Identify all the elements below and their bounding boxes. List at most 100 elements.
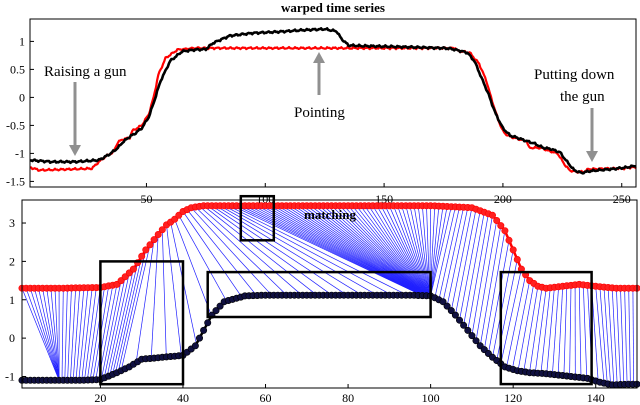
matching-link bbox=[50, 288, 60, 381]
matching-link bbox=[109, 269, 134, 376]
matching-link bbox=[25, 288, 60, 381]
x-tick-label: 50 bbox=[140, 192, 152, 206]
data-point-black bbox=[212, 307, 220, 315]
matching-link bbox=[103, 276, 126, 379]
data-point-black bbox=[464, 326, 472, 334]
matching-link bbox=[178, 215, 227, 302]
matching-link bbox=[314, 205, 426, 296]
data-point-black bbox=[204, 319, 212, 327]
matching-link bbox=[75, 287, 85, 381]
x-tick-label: 140 bbox=[587, 391, 605, 405]
matching-link bbox=[112, 262, 138, 375]
matching-link bbox=[430, 206, 448, 296]
y-tick-label: 0 bbox=[19, 90, 25, 104]
matching-link bbox=[455, 209, 477, 316]
x-tick-label: 120 bbox=[504, 391, 522, 405]
matching-link bbox=[368, 205, 428, 296]
data-point-red bbox=[488, 211, 496, 219]
matching-link bbox=[277, 205, 425, 296]
matching-link bbox=[286, 205, 425, 296]
matching-link bbox=[506, 274, 526, 368]
matching-link bbox=[405, 205, 430, 296]
matching-link bbox=[492, 249, 514, 358]
matching-link bbox=[64, 288, 68, 381]
matching-link bbox=[67, 287, 72, 381]
matching-link bbox=[117, 249, 147, 373]
matching-link bbox=[46, 288, 60, 381]
matching-link bbox=[434, 206, 456, 298]
data-point-black bbox=[447, 307, 455, 315]
matching-link bbox=[446, 207, 469, 307]
matching-link bbox=[397, 205, 429, 296]
matching-link bbox=[174, 219, 212, 317]
matching-link bbox=[115, 256, 143, 374]
matching-link bbox=[347, 205, 427, 297]
axis-ticks: 50 100 150 200 250-1.5-1-0.500.51 bbox=[6, 34, 631, 206]
data-point-black bbox=[468, 332, 476, 340]
data-point-black bbox=[191, 342, 199, 350]
matching-link bbox=[182, 211, 242, 297]
y-tick-label: 1 bbox=[9, 293, 15, 307]
matching-link bbox=[364, 205, 428, 297]
x-tick-label: 20 bbox=[94, 391, 106, 405]
matching-link bbox=[384, 205, 429, 296]
matching-link bbox=[89, 286, 105, 380]
arrow-raising-a-gun-head bbox=[69, 145, 81, 156]
matching-link bbox=[607, 287, 615, 385]
matching-link bbox=[21, 288, 60, 381]
matching-link bbox=[228, 205, 408, 296]
series-red bbox=[18, 202, 640, 292]
matching-link bbox=[224, 205, 393, 296]
matching-link bbox=[106, 272, 130, 377]
matching-link bbox=[523, 286, 539, 372]
y-tick-label: 0.5 bbox=[10, 62, 25, 76]
matching-link bbox=[54, 288, 60, 381]
data-point-black bbox=[451, 311, 459, 319]
matching-link bbox=[540, 287, 551, 374]
matching-link bbox=[483, 230, 506, 350]
matching-link bbox=[388, 205, 429, 296]
highlight-box-4 bbox=[499, 270, 593, 386]
x-tick-label: 250 bbox=[613, 192, 631, 206]
matching-link bbox=[323, 205, 427, 296]
matching-link bbox=[467, 213, 489, 331]
annotation-putting-down: Putting down bbox=[534, 67, 615, 83]
matching-link bbox=[335, 205, 427, 297]
matching-link bbox=[302, 205, 426, 296]
highlight-box-3 bbox=[206, 270, 432, 319]
matching-link bbox=[356, 205, 428, 297]
matching-link bbox=[569, 285, 572, 377]
matching-link bbox=[207, 205, 333, 296]
series-line-black bbox=[29, 26, 637, 175]
x-tick-label: 40 bbox=[177, 391, 189, 405]
matching-link bbox=[135, 239, 155, 363]
matching-link bbox=[479, 225, 502, 346]
matching-link bbox=[450, 207, 473, 311]
data-point-red bbox=[146, 241, 154, 249]
matching-link bbox=[603, 287, 611, 385]
matching-link bbox=[61, 288, 64, 381]
chart-title: matching bbox=[304, 207, 357, 222]
x-tick-label: 60 bbox=[260, 391, 272, 405]
warped-time-series-panel: warped time series Raising a gun Pointin… bbox=[6, 0, 637, 206]
matching-link bbox=[34, 288, 60, 381]
data-point-red bbox=[154, 231, 162, 239]
highlight-box-2 bbox=[99, 260, 185, 386]
matching-link bbox=[310, 205, 426, 296]
arrow-pointing bbox=[313, 52, 325, 95]
matching-link bbox=[442, 207, 464, 302]
plot-frame bbox=[21, 199, 638, 389]
data-point-red bbox=[497, 222, 505, 230]
matching-link bbox=[306, 205, 426, 296]
matching-link bbox=[294, 205, 425, 296]
matching-link bbox=[409, 205, 430, 296]
matching-link bbox=[628, 288, 631, 385]
data-point-black bbox=[443, 302, 451, 310]
matching-link bbox=[393, 205, 429, 296]
x-tick-label: 200 bbox=[494, 192, 512, 206]
data-point-red bbox=[150, 236, 158, 244]
arrow-putting-down bbox=[586, 108, 598, 162]
matching-link bbox=[72, 287, 81, 381]
matching-link bbox=[199, 206, 303, 296]
matching-link bbox=[195, 206, 288, 296]
